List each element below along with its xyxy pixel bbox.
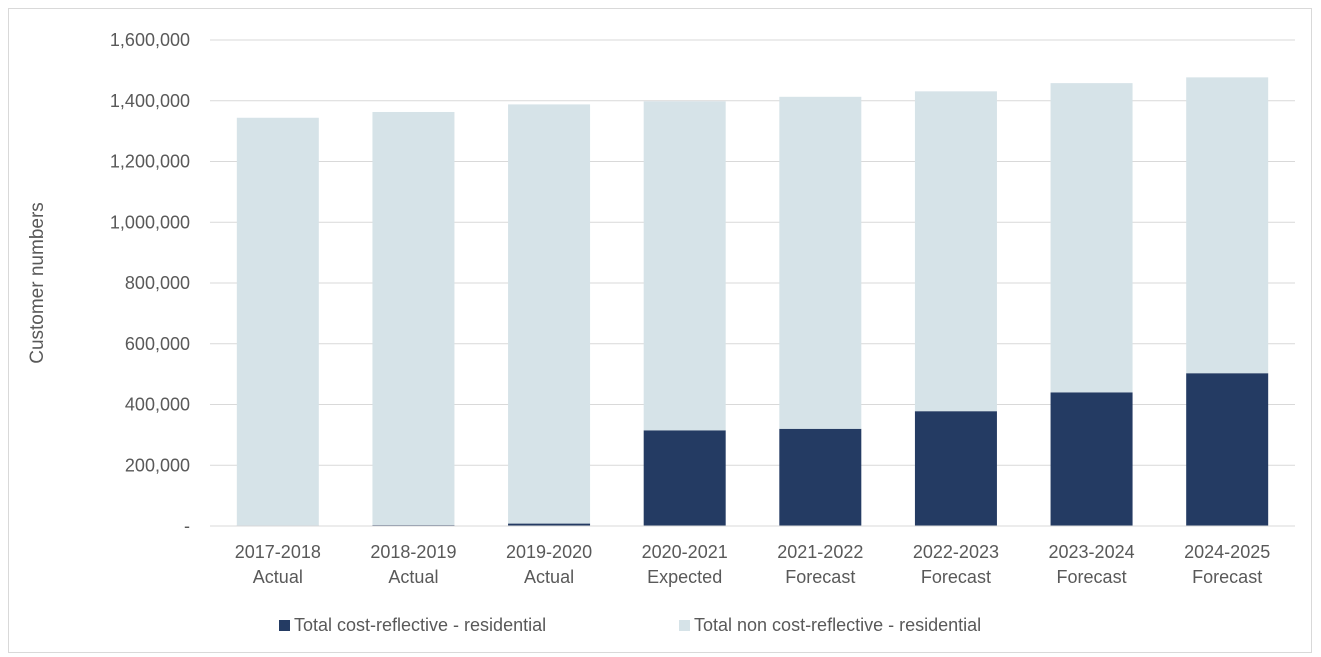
x-tick-label-status: Forecast [1192,567,1262,587]
legend-label: Total cost-reflective - residential [294,615,546,635]
bar-cost-reflective [1186,373,1269,526]
x-tick-label-period: 2018-2019 [370,542,456,562]
bar-cost-reflective [914,411,997,526]
y-tick-label: - [184,516,190,536]
legend-swatch [679,620,690,631]
x-tick-label-period: 2019-2020 [506,542,592,562]
bar-non-cost-reflective [372,111,455,526]
y-tick-label: 1,000,000 [110,212,190,232]
y-tick-label: 800,000 [125,273,190,293]
y-tick-label: 400,000 [125,395,190,415]
x-tick-label-period: 2022-2023 [913,542,999,562]
y-tick-label: 600,000 [125,334,190,354]
x-tick-label-status: Expected [647,567,722,587]
x-tick-label-period: 2021-2022 [777,542,863,562]
bar-non-cost-reflective [779,96,862,429]
bar-non-cost-reflective [643,101,726,431]
x-tick-label-period: 2017-2018 [235,542,321,562]
x-tick-label-status: Actual [253,567,303,587]
x-tick-label-status: Actual [524,567,574,587]
bar-cost-reflective [779,428,862,526]
bar-non-cost-reflective [236,117,319,526]
y-axis-title: Customer numbers [27,202,48,364]
x-tick-label-status: Forecast [785,567,855,587]
y-tick-label: 1,200,000 [110,152,190,172]
y-tick-label: 200,000 [125,455,190,475]
bar-cost-reflective [643,430,726,526]
bar-non-cost-reflective [914,91,997,412]
bar-cost-reflective [1050,392,1133,526]
bar-non-cost-reflective [1186,77,1269,374]
x-tick-label-status: Forecast [1057,567,1127,587]
bar-non-cost-reflective [508,104,591,524]
x-tick-label-period: 2020-2021 [642,542,728,562]
x-tick-label-period: 2024-2025 [1184,542,1270,562]
y-tick-label: 1,600,000 [110,30,190,50]
legend-swatch [279,620,290,631]
x-tick-label-period: 2023-2024 [1049,542,1135,562]
bar-cost-reflective [508,523,591,526]
bar-non-cost-reflective [1050,83,1133,393]
y-tick-label: 1,400,000 [110,91,190,111]
x-tick-label-status: Forecast [921,567,991,587]
x-tick-label-status: Actual [388,567,438,587]
legend-label: Total non cost-reflective - residential [694,615,981,635]
chart-frame [8,8,1312,653]
